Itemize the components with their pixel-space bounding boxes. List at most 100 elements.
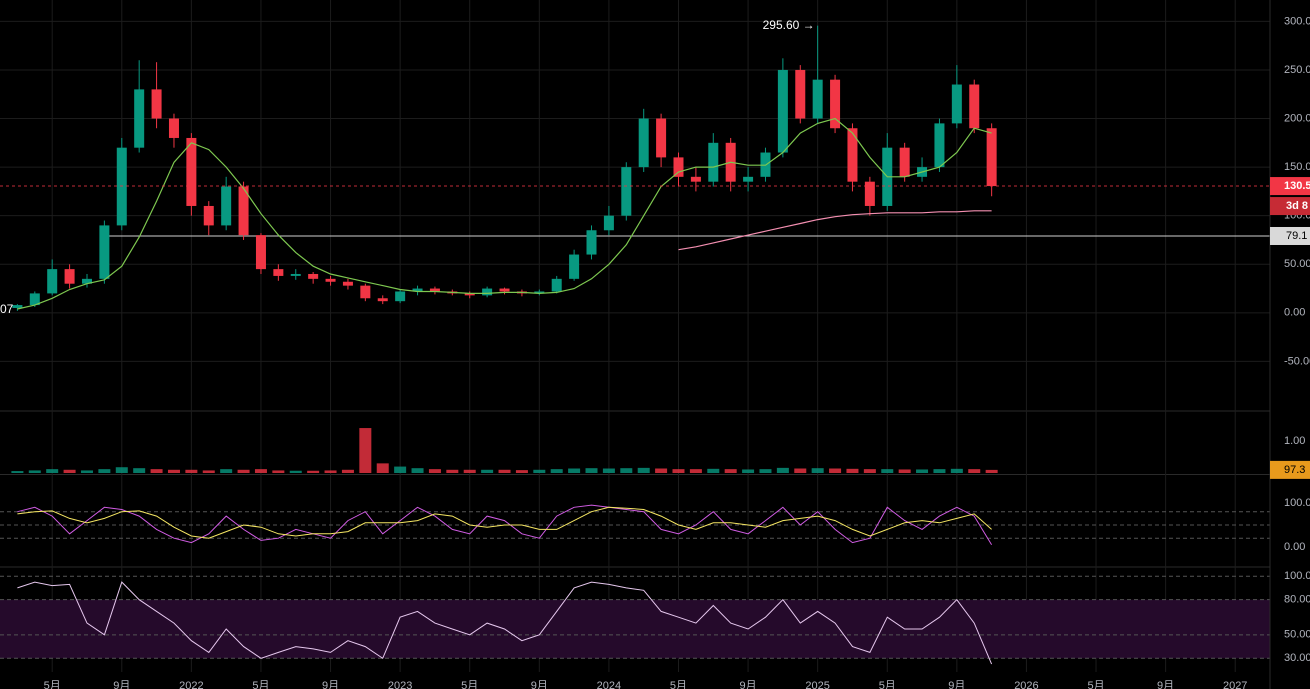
y-tick-label: 30.00 (1284, 652, 1310, 664)
candle-body (221, 186, 232, 226)
candle-body (864, 181, 875, 206)
volume-bar (776, 467, 789, 473)
volume-bar (307, 470, 320, 473)
x-tick-label: 9月 (113, 680, 130, 689)
y-tick-label: 80.00 (1284, 594, 1310, 606)
candle-body (255, 235, 266, 270)
candle-body (603, 215, 614, 231)
volume-bar (689, 469, 702, 473)
volume-bar (28, 470, 41, 473)
candle-body (621, 167, 632, 216)
candle-body (934, 123, 945, 168)
x-tick-label: 2023 (388, 680, 412, 689)
stoch-line (17, 504, 993, 546)
volume-bar (237, 469, 250, 473)
price-axis (1270, 0, 1310, 689)
volume-bar (515, 470, 528, 473)
y-tick-label: 50.00 (1284, 629, 1310, 641)
candle-body (899, 147, 910, 177)
volume-bar (620, 468, 633, 473)
stoch-line (17, 506, 992, 539)
candle-body (134, 89, 145, 148)
x-tick-label: 9月 (1157, 680, 1174, 689)
x-tick-label: 2026 (1014, 680, 1038, 689)
volume-bar (933, 469, 946, 473)
volume-bar (411, 468, 424, 473)
x-tick-label: 5月 (670, 680, 687, 689)
y-tick-label: 200.00 (1284, 112, 1310, 124)
candle-body (499, 288, 510, 292)
candle-body (534, 291, 545, 294)
volume-bar (46, 469, 59, 473)
candle-body (673, 157, 684, 177)
x-tick-label: 9月 (531, 680, 548, 689)
moving-average (17, 117, 992, 310)
volume-bar (898, 469, 911, 473)
candle-body (395, 291, 406, 302)
volume-bar (672, 469, 685, 473)
candle-body (812, 79, 823, 119)
volume-bar (550, 469, 563, 473)
candle-body (186, 137, 197, 206)
candle-body (795, 69, 806, 119)
x-tick-label: 2024 (597, 680, 621, 689)
y-tick-label: 100.00 (1284, 570, 1310, 582)
candle-body (64, 269, 75, 284)
candle-body (847, 128, 858, 182)
candle-body (377, 298, 388, 302)
last-price-box (1270, 177, 1310, 196)
candle-body (412, 288, 423, 292)
candle-body (151, 89, 162, 119)
candle-body (986, 128, 997, 187)
candle-body (81, 278, 92, 284)
volume-bar (533, 469, 546, 473)
volume-bar (254, 469, 267, 473)
volume-bar (185, 469, 198, 473)
volume-bar (289, 470, 302, 473)
volume-bar (428, 469, 441, 473)
x-tick-label: 9月 (322, 680, 339, 689)
candle-body (464, 293, 475, 296)
volume-bar (655, 468, 668, 473)
volume-bar (376, 463, 389, 473)
countdown-label: 3d 8 (1286, 200, 1308, 212)
volume-bar (150, 469, 163, 473)
candle-body (273, 269, 284, 276)
volume-bar (602, 468, 615, 473)
y-tick-label: 100.00 (1284, 497, 1310, 509)
candle-body (551, 278, 562, 292)
candle-body (690, 176, 701, 182)
last-price-label: 130.5 (1284, 180, 1310, 192)
x-tick-label: 9月 (948, 680, 965, 689)
volume-box (1270, 460, 1310, 479)
volume-bar (637, 467, 650, 473)
candle-body (325, 278, 336, 282)
y-tick-label: -50.00 (1284, 355, 1310, 367)
candle-body (708, 142, 719, 182)
candle-body (638, 118, 649, 168)
y-tick-label: 1.00 (1284, 435, 1305, 447)
volume-bar (794, 468, 807, 473)
volume-bar (881, 469, 894, 473)
volume-bar (202, 470, 215, 473)
volume-bar (394, 466, 407, 473)
x-tick-label: 2027 (1223, 680, 1247, 689)
candle-body (656, 118, 667, 158)
candle-body (569, 254, 580, 279)
volume-bar (759, 469, 772, 473)
x-tick-label: 5月 (1087, 680, 1104, 689)
rsi-line (17, 581, 993, 665)
volume-bar (829, 468, 842, 473)
candle-body (951, 84, 962, 124)
volume-label: 97.3 (1284, 464, 1305, 476)
x-tick-label: 5月 (252, 680, 269, 689)
volume-bar (341, 469, 354, 473)
volume-bar (167, 469, 180, 473)
candle-body (238, 186, 249, 236)
y-tick-label: 150.00 (1284, 161, 1310, 173)
y-tick-label: 0.00 (1284, 541, 1305, 553)
candle-body (342, 281, 353, 286)
volume-bar (498, 469, 511, 473)
candle-body (203, 205, 214, 226)
candle-body (482, 288, 493, 296)
